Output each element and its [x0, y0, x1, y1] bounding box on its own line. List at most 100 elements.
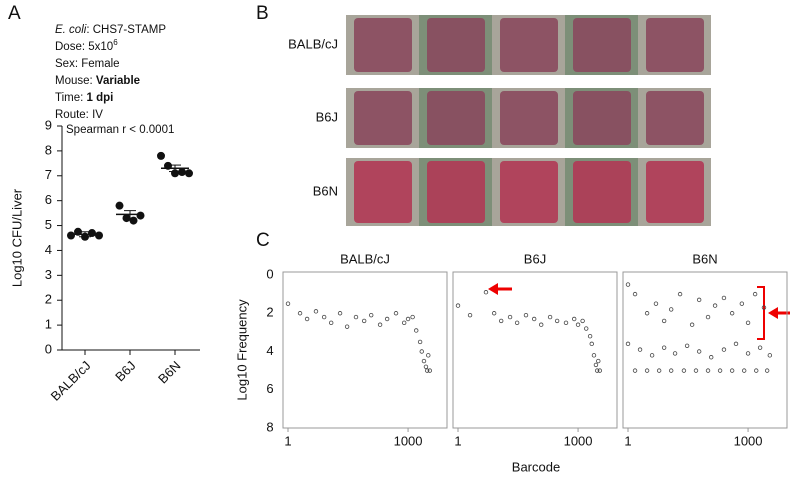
x-tick-label: B6N	[155, 358, 183, 386]
barcode-point	[297, 311, 303, 316]
barcode-point	[467, 312, 473, 318]
x-tick-label: 1000	[564, 433, 593, 448]
row-label: B6N	[313, 183, 338, 198]
annotation-part: : CHS7-STAMP	[86, 24, 166, 36]
barcode-point	[757, 345, 763, 350]
barcode-point	[597, 368, 603, 373]
annotation: Sex: Female	[55, 58, 120, 70]
panel-frame	[452, 271, 618, 429]
barcode-point	[328, 320, 334, 326]
barcode-point	[729, 311, 735, 316]
annotation-part: Variable	[96, 75, 140, 87]
data-point	[67, 231, 75, 240]
y-tick-label: 2	[266, 305, 273, 320]
barcode-point	[696, 349, 702, 354]
barcode-point	[285, 301, 291, 306]
annotation-part: Sex: Female	[55, 58, 120, 70]
barcode-point	[764, 368, 770, 373]
x-tick-label: BALB/cJ	[48, 358, 94, 404]
liver-photo	[427, 91, 485, 145]
barcode-point	[721, 347, 727, 352]
barcode-point	[767, 353, 773, 358]
x-tick-label: 1000	[394, 433, 423, 448]
barcode-point	[377, 322, 383, 327]
barcode-point	[419, 349, 424, 354]
y-tick-label: 3	[45, 267, 52, 282]
panel-title: BALB/cJ	[340, 251, 390, 266]
liver-photo	[573, 161, 631, 223]
barcode-point	[421, 358, 427, 364]
barcode-point	[575, 322, 581, 327]
barcode-point	[693, 368, 699, 373]
barcode-point	[547, 314, 553, 320]
red-bracket	[757, 286, 765, 340]
liver-photo	[646, 91, 704, 145]
barcode-point	[705, 314, 711, 320]
barcode-point	[689, 322, 695, 327]
data-point	[88, 229, 96, 238]
panel-frame	[622, 271, 788, 429]
liver-photo	[354, 161, 412, 223]
y-axis-label: Log10 Frequency	[234, 299, 249, 401]
x-axis-label: Barcode	[512, 459, 560, 474]
barcode-point	[554, 318, 560, 324]
y-tick-label: 6	[266, 381, 273, 396]
x-tick-label: 1000	[734, 433, 763, 448]
barcode-point	[483, 290, 489, 295]
barcode-point	[681, 368, 687, 373]
x-tick-label: 1	[624, 433, 631, 448]
data-point	[115, 201, 124, 210]
panel-title: B6N	[692, 251, 717, 266]
barcode-point	[721, 295, 727, 301]
barcode-point	[563, 320, 569, 326]
annotation-part: Route: IV	[55, 109, 103, 121]
stat-label: Spearman r < 0.0001	[66, 124, 174, 136]
barcode-point	[729, 368, 735, 373]
liver-photo	[500, 91, 558, 145]
barcode-point	[589, 341, 594, 347]
barcode-point	[656, 368, 662, 373]
panel-letter: A	[8, 3, 21, 24]
barcode-point	[644, 311, 650, 316]
barcode-point	[705, 368, 711, 373]
red-arrowhead	[488, 283, 498, 295]
barcode-point	[733, 341, 739, 347]
barcode-point	[596, 358, 601, 364]
annotation: Mouse: Variable	[55, 75, 140, 87]
barcode-point	[491, 311, 497, 316]
x-tick-label: 1	[284, 433, 291, 448]
barcode-point	[745, 351, 751, 356]
barcode-point	[498, 318, 504, 324]
barcode-point	[584, 326, 589, 331]
panel-title: B6J	[524, 251, 546, 266]
row-label: B6J	[316, 109, 338, 124]
barcode-point	[580, 318, 585, 324]
barcode-point	[754, 368, 759, 373]
barcode-point	[625, 341, 631, 347]
liver-photo	[573, 91, 631, 145]
y-tick-label: 6	[45, 192, 52, 207]
data-point	[178, 168, 186, 177]
y-tick-label: 7	[45, 167, 52, 182]
liver-photo	[646, 161, 704, 223]
panel-letter: B	[256, 3, 269, 24]
barcode-point	[523, 312, 529, 318]
barcode-point	[653, 301, 659, 306]
barcode-point	[393, 311, 399, 316]
annotation-arrows	[488, 283, 790, 340]
barcode-point	[745, 320, 751, 326]
barcode-point	[361, 318, 367, 324]
panel-letter: C	[256, 230, 270, 251]
barcode-point	[424, 368, 430, 373]
barcode-point	[353, 314, 359, 320]
row-label: BALB/cJ	[288, 36, 338, 51]
barcode-point	[514, 320, 520, 326]
data-point	[157, 151, 165, 160]
y-tick-label: 4	[45, 242, 52, 257]
annotation: E. coli: CHS7-STAMP	[55, 24, 166, 36]
barcode-point	[591, 353, 597, 358]
panel-frame	[282, 271, 448, 429]
barcode-point	[752, 291, 758, 297]
barcode-point	[625, 282, 631, 287]
barcode-point	[741, 368, 747, 373]
